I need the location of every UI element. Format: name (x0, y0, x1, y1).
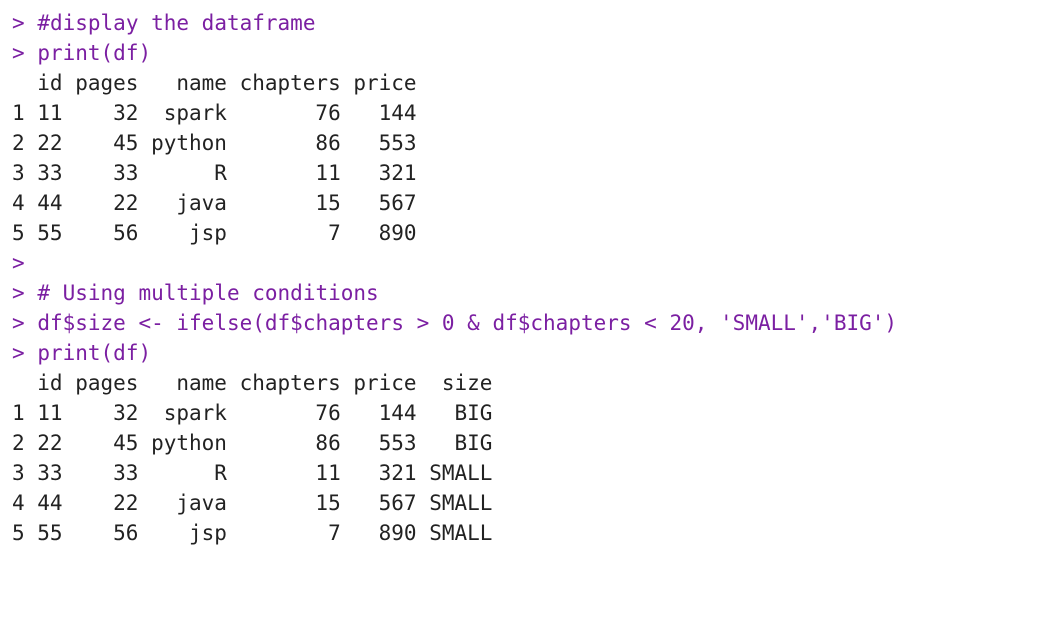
console-line-cmd: > print(df) (12, 341, 151, 365)
df2-row: 2 22 45 python 86 553 BIG (12, 431, 492, 455)
code-call: print(df) (37, 341, 151, 365)
prompt-glyph: > (12, 311, 25, 335)
df2-row: 4 44 22 java 15 567 SMALL (12, 491, 492, 515)
r-console-output: > #display the dataframe > print(df) id … (0, 0, 1050, 556)
df1-row: 3 33 33 R 11 321 (12, 161, 417, 185)
code-call: print(df) (37, 41, 151, 65)
df1-row: 4 44 22 java 15 567 (12, 191, 417, 215)
prompt-glyph: > (12, 251, 25, 275)
df1-row: 1 11 32 spark 76 144 (12, 101, 417, 125)
df1-row: 5 55 56 jsp 7 890 (12, 221, 417, 245)
prompt-glyph: > (12, 281, 25, 305)
console-line-cmd: > (12, 251, 25, 275)
code-comment: # Using multiple conditions (37, 281, 378, 305)
code-assign: df$size <- ifelse(df$chapters > 0 & df$c… (37, 311, 897, 335)
df1-row: 2 22 45 python 86 553 (12, 131, 417, 155)
df2-row: 3 33 33 R 11 321 SMALL (12, 461, 492, 485)
df2-row: 1 11 32 spark 76 144 BIG (12, 401, 492, 425)
df2-header: id pages name chapters price size (12, 371, 492, 395)
df2-row: 5 55 56 jsp 7 890 SMALL (12, 521, 492, 545)
prompt-glyph: > (12, 11, 25, 35)
prompt-glyph: > (12, 41, 25, 65)
console-line-cmd: > #display the dataframe (12, 11, 315, 35)
console-line-cmd: > print(df) (12, 41, 151, 65)
console-line-cmd: > df$size <- ifelse(df$chapters > 0 & df… (12, 311, 897, 335)
console-line-cmd: > # Using multiple conditions (12, 281, 379, 305)
prompt-glyph: > (12, 341, 25, 365)
df1-header: id pages name chapters price (12, 71, 417, 95)
code-comment: #display the dataframe (37, 11, 315, 35)
